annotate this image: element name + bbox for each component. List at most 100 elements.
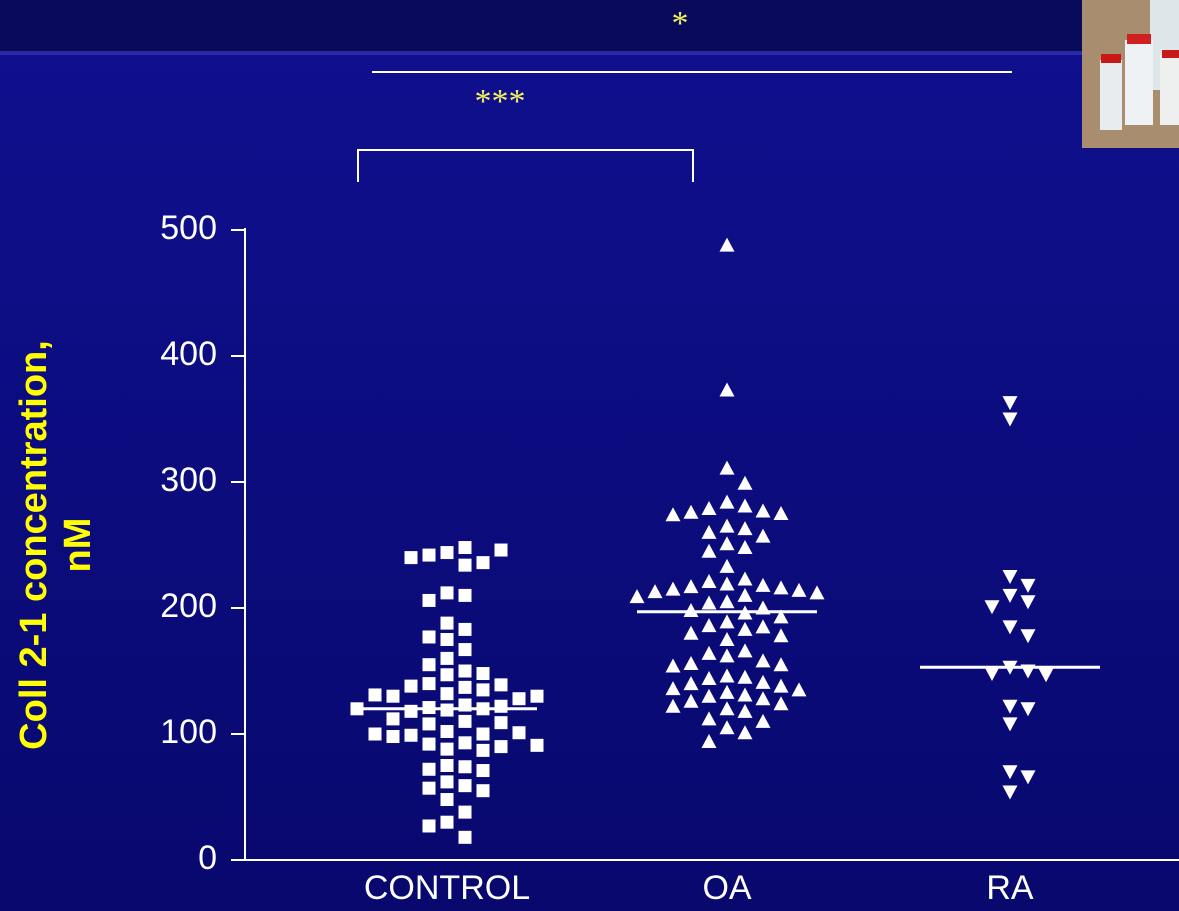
data-point bbox=[422, 781, 436, 795]
data-point bbox=[665, 507, 681, 522]
data-point bbox=[494, 740, 508, 754]
data-point bbox=[737, 703, 753, 718]
data-point bbox=[701, 734, 717, 749]
data-point bbox=[440, 687, 454, 701]
data-point bbox=[665, 698, 681, 713]
data-point bbox=[719, 460, 735, 475]
data-point bbox=[422, 717, 436, 731]
data-point bbox=[719, 594, 735, 609]
data-point bbox=[458, 558, 472, 572]
data-point bbox=[530, 738, 544, 752]
data-point bbox=[458, 643, 472, 657]
data-point bbox=[683, 693, 699, 708]
data-point bbox=[458, 588, 472, 602]
header-band bbox=[0, 0, 1179, 52]
data-point bbox=[719, 614, 735, 629]
data-point bbox=[1020, 770, 1036, 785]
data-point bbox=[440, 775, 454, 789]
data-point bbox=[737, 621, 753, 636]
data-point bbox=[1002, 699, 1018, 714]
data-point bbox=[440, 815, 454, 829]
data-point bbox=[1038, 668, 1054, 683]
y-tick-label: 200 bbox=[160, 587, 217, 625]
data-point bbox=[422, 593, 436, 607]
data-point bbox=[719, 494, 735, 509]
data-point bbox=[719, 701, 735, 716]
data-point bbox=[719, 684, 735, 699]
data-point bbox=[404, 679, 418, 693]
data-point bbox=[701, 500, 717, 515]
data-point bbox=[809, 585, 825, 600]
data-point bbox=[440, 668, 454, 682]
data-point bbox=[1002, 620, 1018, 635]
data-point bbox=[1020, 578, 1036, 593]
data-point bbox=[368, 727, 382, 741]
y-tick-label: 100 bbox=[160, 713, 217, 751]
data-point bbox=[737, 669, 753, 684]
data-point bbox=[665, 658, 681, 673]
data-point bbox=[458, 805, 472, 819]
data-point bbox=[719, 518, 735, 533]
data-point bbox=[737, 540, 753, 555]
data-point bbox=[440, 724, 454, 738]
data-point bbox=[665, 681, 681, 696]
data-point bbox=[701, 711, 717, 726]
data-point bbox=[755, 691, 771, 706]
data-point bbox=[701, 574, 717, 589]
data-point bbox=[701, 595, 717, 610]
data-point bbox=[773, 506, 789, 520]
data-point bbox=[773, 678, 789, 693]
data-point bbox=[422, 677, 436, 691]
data-point bbox=[458, 779, 472, 793]
data-point bbox=[773, 628, 789, 643]
data-point bbox=[719, 237, 735, 252]
data-point bbox=[719, 720, 735, 735]
data-point bbox=[755, 619, 771, 634]
data-point bbox=[422, 737, 436, 751]
data-point bbox=[440, 616, 454, 630]
data-point bbox=[1002, 785, 1018, 800]
data-point bbox=[701, 688, 717, 703]
data-point bbox=[719, 668, 735, 683]
data-point bbox=[791, 682, 807, 697]
data-point bbox=[494, 699, 508, 713]
data-point bbox=[1002, 570, 1018, 584]
data-point bbox=[440, 742, 454, 756]
data-point bbox=[755, 577, 771, 592]
data-point bbox=[458, 714, 472, 728]
data-point bbox=[737, 498, 753, 513]
data-point bbox=[404, 704, 418, 718]
data-point bbox=[755, 503, 771, 518]
x-tick-label: CONTROL bbox=[364, 869, 530, 907]
y-tick-label: 500 bbox=[160, 209, 217, 247]
data-point bbox=[683, 655, 699, 670]
data-point bbox=[440, 546, 454, 560]
data-point bbox=[404, 551, 418, 565]
data-point bbox=[719, 558, 735, 573]
data-point bbox=[368, 688, 382, 702]
data-point bbox=[701, 671, 717, 686]
data-point bbox=[440, 793, 454, 807]
data-point bbox=[512, 726, 526, 740]
data-point bbox=[512, 692, 526, 706]
data-point bbox=[737, 587, 753, 602]
data-point bbox=[386, 730, 400, 744]
data-point bbox=[440, 633, 454, 646]
data-point bbox=[458, 664, 472, 678]
data-point bbox=[984, 667, 1000, 682]
data-point bbox=[701, 645, 717, 660]
data-point bbox=[755, 528, 771, 543]
data-point bbox=[701, 524, 717, 539]
data-point bbox=[386, 689, 400, 703]
data-point bbox=[1002, 717, 1018, 732]
data-point bbox=[791, 582, 807, 597]
data-point bbox=[440, 759, 454, 772]
y-axis-title-line: Coll 2-1 concentration, bbox=[13, 340, 55, 750]
y-axis-title: Coll 2-1 concentration, nM bbox=[13, 340, 99, 750]
data-point bbox=[458, 830, 472, 844]
data-point bbox=[476, 743, 490, 757]
data-point bbox=[737, 521, 753, 536]
data-point bbox=[755, 713, 771, 728]
data-point bbox=[719, 648, 735, 663]
